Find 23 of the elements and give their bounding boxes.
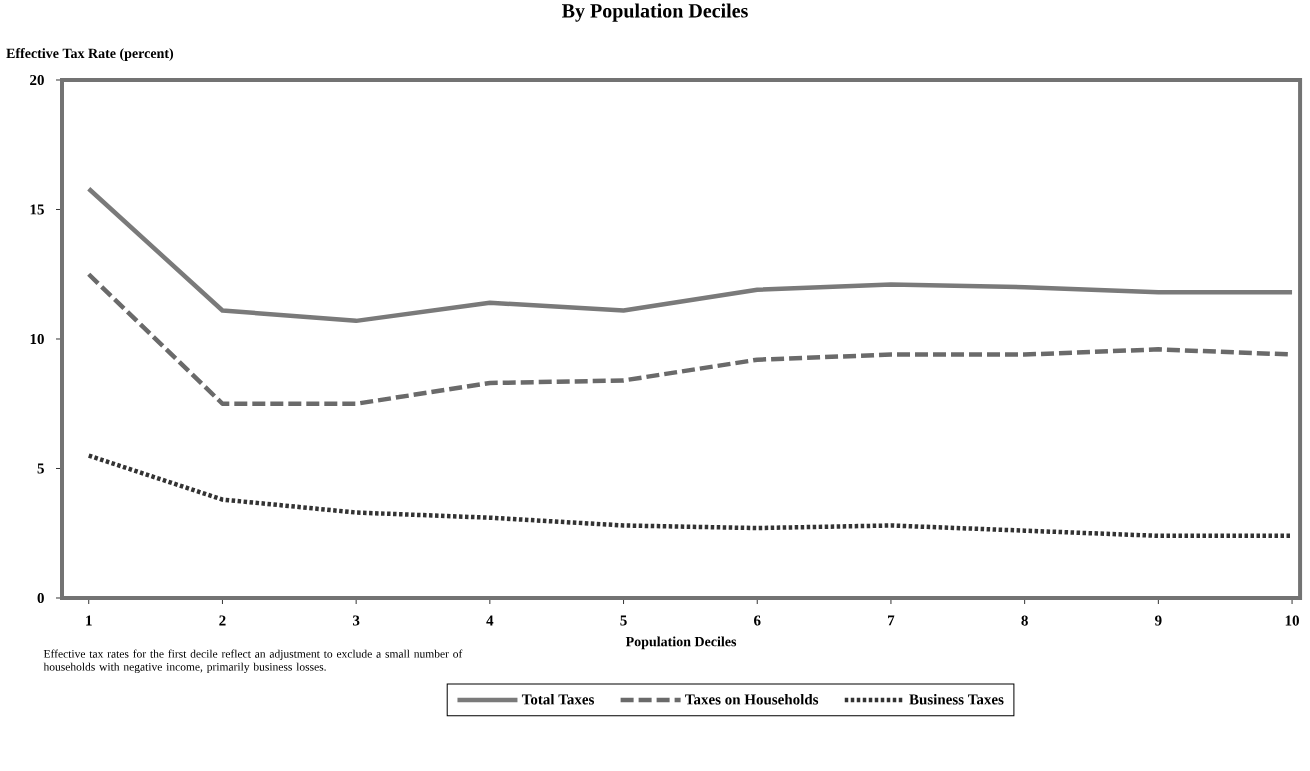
x-tick-label: 3: [352, 615, 360, 626]
x-tick-label: 7: [888, 615, 895, 626]
x-tick-label: 5: [620, 615, 627, 626]
legend-label: Taxes on Households: [685, 693, 819, 705]
x-tick-label: 6: [754, 615, 761, 626]
y-axis-title: Effective Tax Rate (percent): [6, 48, 174, 61]
y-tick-label: 20: [30, 74, 44, 86]
x-axis-title: Population Deciles: [625, 636, 737, 650]
y-tick-label: 15: [30, 204, 44, 215]
chart-subtitle: By Population Deciles: [562, 3, 748, 22]
y-tick-label: 5: [37, 463, 44, 474]
legend-label: Business Taxes: [909, 693, 1004, 705]
x-tick-label: 1: [86, 615, 92, 626]
text: Effective tax rates for the first decile reflect an adjustment to exclude a small number of households with negative income, primarily business losses.: [43, 649, 463, 674]
legend-label: Total Taxes: [521, 693, 595, 705]
y-tick-label: 0: [37, 592, 44, 604]
y-tick-label: 10: [30, 333, 44, 345]
line-series: [86, 186, 1295, 324]
x-tick-label: 2: [219, 615, 226, 626]
x-tick-label: 10: [1285, 615, 1299, 626]
x-tick-label: 4: [486, 615, 494, 626]
x-tick-label: 8: [1021, 615, 1028, 626]
x-tick-label: 9: [1155, 615, 1162, 626]
